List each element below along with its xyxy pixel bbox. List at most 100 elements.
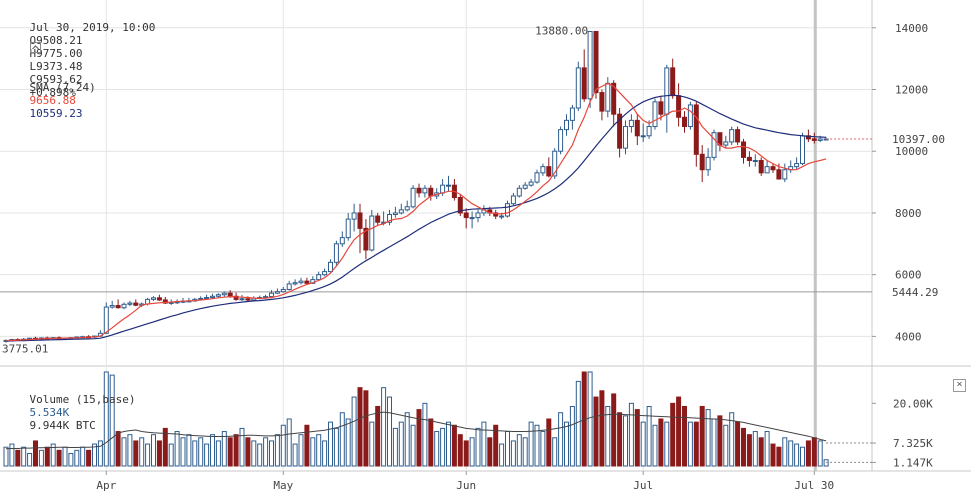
candle	[369, 209, 375, 252]
volume-bar	[80, 446, 86, 467]
close-volume-icon[interactable]: ×	[953, 379, 966, 392]
time-tick-label: Jun	[456, 479, 476, 492]
volume-bar	[617, 412, 623, 467]
volume-bar	[351, 396, 357, 467]
volume-bar	[269, 440, 274, 467]
volume-bar	[499, 443, 505, 467]
candle	[764, 160, 770, 174]
time-tick-label: Jul 30	[794, 479, 834, 492]
volume-bar	[634, 409, 640, 467]
candle-body	[628, 119, 634, 128]
candle-body	[387, 213, 392, 223]
volume-bar	[481, 421, 487, 467]
candle	[345, 212, 351, 241]
ohlc-low: L9373.48	[29, 60, 83, 73]
high-annotation: 13880.00	[535, 24, 588, 37]
candle-body	[410, 187, 416, 208]
volume-bar	[451, 424, 457, 467]
candle	[628, 114, 634, 133]
volume-bar	[357, 387, 363, 467]
volume-bar	[398, 421, 404, 467]
candle-body	[564, 119, 569, 131]
candle-body	[805, 135, 811, 140]
volume-bar	[15, 449, 21, 467]
candle-body	[723, 141, 729, 146]
volume-tick-label: 7.325K	[893, 437, 933, 450]
candle	[151, 296, 156, 301]
candle-body	[558, 129, 564, 152]
volume-bar	[410, 424, 416, 467]
sma-fast-value: 9656.88	[29, 94, 76, 107]
volume-bar	[817, 440, 823, 467]
candle-body	[658, 101, 664, 115]
candle-body	[369, 215, 375, 251]
candle	[510, 192, 516, 206]
candle-body	[469, 217, 475, 220]
candle-body	[510, 195, 516, 205]
candle	[758, 157, 764, 176]
candle	[475, 209, 481, 223]
volume-bar	[109, 374, 115, 467]
candle-body	[817, 138, 823, 141]
candle-body	[345, 218, 351, 239]
candle	[328, 259, 333, 274]
candle-body	[316, 274, 322, 281]
candle	[493, 209, 499, 220]
candle	[528, 179, 534, 187]
volume-bar	[151, 434, 156, 467]
sma-header[interactable]: SMA (7,24) 9656.88 10559.23	[3, 29, 100, 133]
collapse-icon[interactable]	[29, 42, 41, 53]
volume-bar	[457, 434, 463, 467]
volume-bar	[534, 424, 540, 467]
candle-body	[534, 172, 540, 183]
candle-body	[392, 212, 398, 215]
volume-bar	[687, 421, 693, 467]
volume-bar	[664, 421, 670, 467]
candle-body	[398, 209, 404, 214]
volume-bar	[463, 440, 469, 467]
volume-bar	[811, 437, 817, 467]
volume-bar	[21, 446, 27, 467]
candle-body	[463, 212, 469, 219]
candle	[457, 194, 463, 217]
volume-bar	[487, 437, 493, 467]
last-price-label: 10397.00	[892, 133, 945, 146]
candle-body	[664, 67, 670, 115]
volume-bar	[758, 437, 764, 467]
candle-body	[605, 82, 611, 112]
candle	[522, 182, 528, 190]
candle	[463, 208, 469, 229]
volume-bar	[387, 396, 392, 467]
candle	[404, 200, 410, 212]
candle-body	[499, 215, 505, 218]
volume-bar	[298, 434, 304, 467]
candle-body	[729, 129, 735, 143]
volume-bar	[428, 418, 434, 467]
candle-body	[741, 141, 746, 158]
candle-body	[758, 159, 764, 174]
candle-body	[746, 156, 752, 161]
volume-bar	[676, 396, 682, 467]
volume-bar	[723, 424, 729, 467]
candle	[794, 157, 800, 170]
volume-bar	[3, 446, 9, 467]
candle-body	[210, 295, 215, 299]
candle-body	[357, 212, 363, 229]
candle-body	[351, 212, 357, 220]
candle-body	[752, 159, 758, 162]
volume-bar	[546, 418, 552, 467]
candle-body	[528, 181, 534, 186]
volume-tick-label: 1.147K	[893, 456, 933, 469]
volume-bar	[434, 431, 440, 467]
volume-label: Volume (15,base)	[29, 393, 136, 406]
candle-body	[227, 292, 233, 297]
volume-bar	[646, 405, 652, 467]
volume-bar	[516, 434, 522, 467]
candle	[103, 302, 109, 334]
candle	[446, 175, 451, 192]
candle	[410, 185, 416, 209]
candle-body	[304, 280, 310, 284]
candle-body	[764, 166, 770, 174]
volume-bar	[50, 443, 56, 467]
